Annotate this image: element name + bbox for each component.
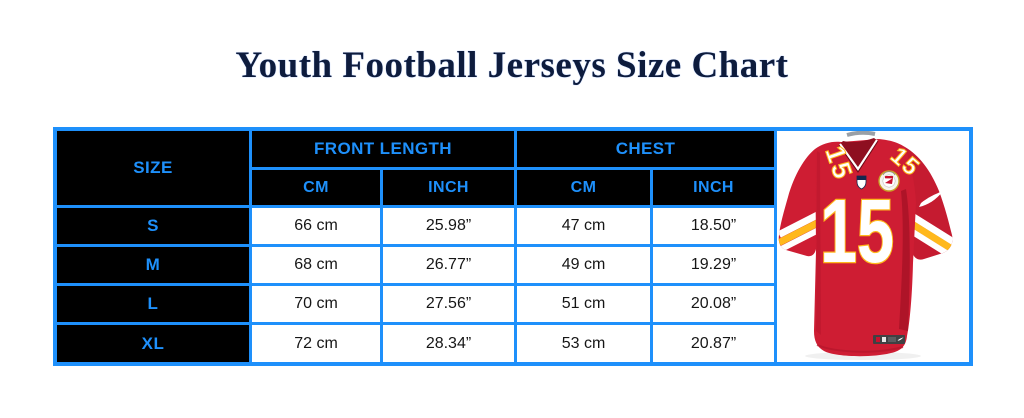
jersey-torso xyxy=(814,139,916,357)
nfl-shield-icon xyxy=(856,175,867,190)
row-xl-chest-inch: 20.87” xyxy=(653,325,774,362)
chest-number: 15 xyxy=(820,180,894,281)
row-l-size-label: L xyxy=(57,286,249,322)
row-l-chest-cm: 51 cm xyxy=(517,286,650,322)
row-s-front-cm: 66 cm xyxy=(252,208,380,244)
subheader-chest-cm: CM xyxy=(517,170,650,205)
row-s-chest-inch: 18.50” xyxy=(653,208,774,244)
subheader-front-cm: CM xyxy=(252,170,380,205)
column-header-front-length: FRONT LENGTH xyxy=(252,131,514,167)
row-xl-size-label: XL xyxy=(57,325,249,362)
row-m-chest-inch: 19.29” xyxy=(653,247,774,283)
row-s-chest-cm: 47 cm xyxy=(517,208,650,244)
row-m-size-label: M xyxy=(57,247,249,283)
subheader-front-inch: INCH xyxy=(383,170,514,205)
jersey-left-sleeve xyxy=(778,149,822,257)
row-xl-front-inch: 28.34” xyxy=(383,325,514,362)
row-l-front-inch: 27.56” xyxy=(383,286,514,322)
nike-swoosh-icon xyxy=(919,191,943,207)
column-header-chest: CHEST xyxy=(517,131,774,167)
row-m-chest-cm: 49 cm xyxy=(517,247,650,283)
row-m-front-cm: 68 cm xyxy=(252,247,380,283)
size-chart-table: SIZE FRONT LENGTH CHEST CM INCH CM INCH … xyxy=(53,127,973,366)
jock-tag xyxy=(873,335,905,344)
team-patch-icon xyxy=(878,170,900,192)
jersey-product-image: 15 15 15 xyxy=(777,131,969,362)
column-header-size: SIZE xyxy=(57,131,249,205)
row-s-size-label: S xyxy=(57,208,249,244)
row-s-front-inch: 25.98” xyxy=(383,208,514,244)
row-xl-chest-cm: 53 cm xyxy=(517,325,650,362)
left-sleeve-stripes xyxy=(778,209,822,253)
row-m-front-inch: 26.77” xyxy=(383,247,514,283)
row-xl-front-cm: 72 cm xyxy=(252,325,380,362)
jersey-graphic: 15 15 15 xyxy=(778,131,953,360)
row-l-chest-inch: 20.08” xyxy=(653,286,774,322)
page-title: Youth Football Jerseys Size Chart xyxy=(235,45,789,86)
jersey-collar xyxy=(838,131,879,173)
subheader-chest-inch: INCH xyxy=(653,170,774,205)
row-l-front-cm: 70 cm xyxy=(252,286,380,322)
